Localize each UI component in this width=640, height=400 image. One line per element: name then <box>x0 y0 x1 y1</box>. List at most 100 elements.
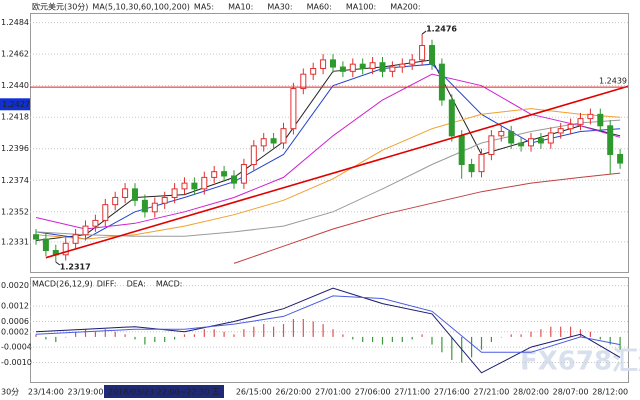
macd-bar <box>510 334 512 337</box>
ma-line <box>233 172 621 264</box>
macd-bar <box>35 334 37 337</box>
candle-body <box>201 176 208 190</box>
annotation-tick <box>55 261 61 266</box>
x-tick-label: 23/19:00 <box>68 388 104 397</box>
macd-bar <box>332 329 334 337</box>
macd-bar <box>292 318 294 337</box>
candle-body <box>290 88 297 130</box>
macd-bar <box>114 331 116 337</box>
candle-body <box>399 63 406 68</box>
chart-subtitle: (30分) <box>64 3 88 12</box>
annotation-label: 1.2317 <box>60 262 91 271</box>
y-tick-label: -0.0004 <box>1 343 32 352</box>
y-tick-label: 0.0012 <box>1 302 29 311</box>
annotation-tick <box>421 30 427 35</box>
candle-body <box>587 113 594 120</box>
candle-body <box>250 145 257 166</box>
macd-bar <box>342 334 344 337</box>
macd-bar <box>45 336 47 340</box>
macd-bar <box>451 336 453 360</box>
candle-body <box>349 63 356 72</box>
legend-entry: DEA: <box>127 280 146 289</box>
candle-body <box>102 204 109 221</box>
candle-body <box>161 196 168 204</box>
macd-line <box>35 287 621 374</box>
candle-body <box>438 63 445 101</box>
macd-plot <box>35 287 621 374</box>
legend-entry: MA60: <box>307 3 332 12</box>
candle-body <box>537 138 544 144</box>
y-tick-label: 1.2440 <box>1 81 29 90</box>
macd-bar <box>599 336 601 340</box>
candle-body <box>369 62 376 69</box>
last-price-label: 1.2427 <box>2 100 30 109</box>
candle-body <box>191 182 198 190</box>
candle-body <box>33 234 39 240</box>
y-tick-label: 0.0006 <box>1 317 29 326</box>
indicator-label: MACD(26,12,9) <box>32 280 93 289</box>
price-pane <box>30 13 629 273</box>
candle-body <box>300 73 307 90</box>
candle-body <box>231 175 237 184</box>
macd-bar <box>203 329 205 337</box>
crosshair-box <box>104 385 224 398</box>
candle-body <box>458 135 465 165</box>
y-tick-label: 1.2374 <box>1 176 29 185</box>
macd-bar <box>560 326 562 337</box>
y-tick-label: 1.2396 <box>1 144 29 153</box>
ma-line <box>35 108 621 240</box>
x-tick-label: 26/20:00 <box>275 388 311 397</box>
macd-bar <box>312 321 314 337</box>
macd-bar <box>243 329 245 337</box>
x-tick-label: 28/07:00 <box>553 388 589 397</box>
macd-bar <box>490 336 492 343</box>
candle-body <box>448 99 455 137</box>
candle-body <box>468 164 475 173</box>
y-tick-label: 1.2418 <box>1 113 29 122</box>
trendline <box>45 85 628 259</box>
candle-body <box>488 135 495 155</box>
candle-body <box>567 123 574 130</box>
level-label: 1.2439 <box>599 77 627 86</box>
candle-body <box>171 188 178 198</box>
x-tick-label: 27/01:00 <box>315 388 351 397</box>
candle-body <box>42 238 49 252</box>
period-label: 30分 <box>1 388 19 397</box>
candle-body <box>92 219 99 227</box>
legend-entry: DIFF: <box>97 280 117 289</box>
x-tick-label: 28/12:00 <box>592 388 628 397</box>
y-tick-label: 1.2484 <box>1 18 29 27</box>
chart-title: 欧元美元 <box>32 2 64 12</box>
macd-bar <box>391 336 393 343</box>
candle-body <box>270 138 277 144</box>
macd-bar <box>134 336 136 340</box>
macd-bar <box>84 329 87 337</box>
indicator-label: MA(5,10,30,60,100,200) <box>92 3 190 12</box>
macd-bar <box>500 336 502 338</box>
macd-bar <box>94 331 96 337</box>
candle-body <box>82 225 89 236</box>
x-tick-label: 27/21:00 <box>473 388 509 397</box>
macd-bar <box>540 329 542 337</box>
candle-body <box>132 188 138 201</box>
x-tick-label: 27/16:00 <box>434 388 470 397</box>
candle-body <box>359 63 366 69</box>
candle-body <box>310 67 317 75</box>
candle-body <box>379 62 386 72</box>
macd-bar <box>233 334 235 337</box>
y-tick-label: 1.2352 <box>1 207 29 216</box>
candle-body <box>181 182 188 190</box>
macd-bar <box>372 336 374 343</box>
candle-body <box>320 59 327 69</box>
price-plot <box>33 34 628 264</box>
candle-body <box>498 131 505 137</box>
legend-entry: MA10: <box>228 3 253 12</box>
macd-bar <box>421 334 423 337</box>
candle-body <box>508 131 515 144</box>
candle-body <box>409 59 416 65</box>
macd-bar <box>589 331 591 337</box>
macd-bar <box>570 326 572 337</box>
candle-body <box>528 138 534 147</box>
crosshair-label: 2018/03/23 22:00~22:30 五 <box>108 388 220 397</box>
